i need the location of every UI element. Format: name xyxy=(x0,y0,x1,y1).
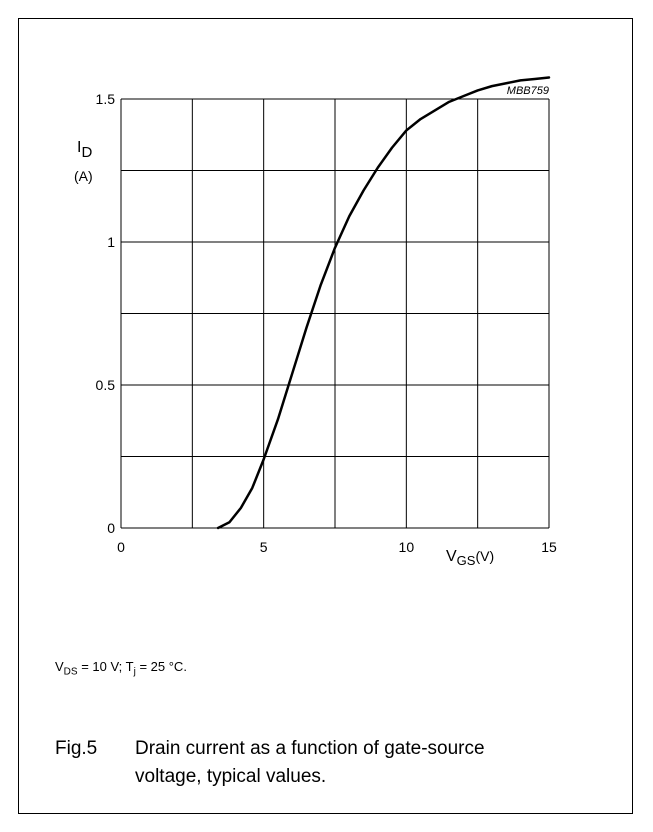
y-tick-label: 1 xyxy=(107,234,115,250)
chart: 0 0.5 1 1.5 0 5 10 15 MBB759 ID (A) VGS(V) xyxy=(74,76,557,568)
y-tick-label: 0 xyxy=(107,520,115,536)
chart-ticks: 0 0.5 1 1.5 0 5 10 15 xyxy=(96,91,557,555)
figure-number: Fig.5 xyxy=(55,738,98,759)
x-tick-label: 15 xyxy=(541,539,557,555)
figure-caption-text: Drain current as a function of gate-sour… xyxy=(135,738,485,787)
figure-code: MBB759 xyxy=(507,85,549,97)
chart-grid xyxy=(120,98,550,529)
x-tick-label: 0 xyxy=(117,539,125,555)
y-axis-label: ID xyxy=(77,139,92,161)
figure-frame: 0 0.5 1 1.5 0 5 10 15 MBB759 ID (A) VGS(V) VDS … xyxy=(18,18,633,814)
y-tick-label: 0.5 xyxy=(96,377,116,393)
y-axis-unit: (A) xyxy=(74,168,93,184)
test-conditions: VDS = 10 V; Tj = 25 °C. xyxy=(55,659,187,678)
series-line xyxy=(216,76,551,530)
x-axis-label: VGS(V) xyxy=(446,548,494,568)
chart-series xyxy=(216,76,551,530)
figure-caption: Fig.5 Drain current as a function of gat… xyxy=(55,735,525,791)
x-tick-label: 10 xyxy=(399,539,415,555)
x-tick-label: 5 xyxy=(260,539,268,555)
y-tick-label: 1.5 xyxy=(96,91,116,107)
